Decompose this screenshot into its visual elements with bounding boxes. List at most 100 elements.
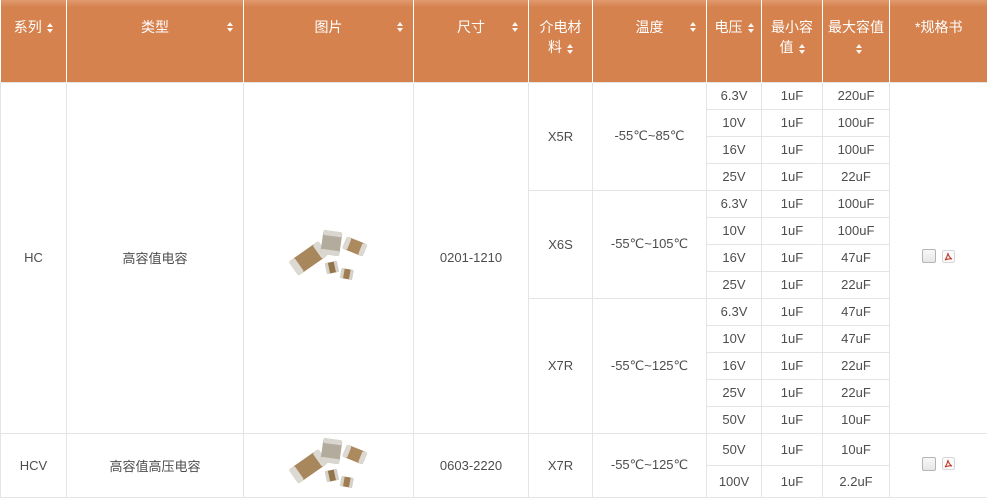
column-header-voltage[interactable]: 电压 (706, 0, 762, 82)
sort-icon[interactable] (798, 43, 805, 54)
min-capacitance-cell: 1uF (761, 189, 823, 218)
voltage-cell: 10V (706, 108, 762, 137)
voltage-cell: 16V (706, 243, 762, 272)
voltage-cell: 100V (706, 464, 762, 498)
pdf-icon[interactable] (942, 249, 955, 263)
table-row: 10V 1uF 100uF (1, 108, 987, 137)
table-header-row: 系列 类型 图片 尺寸 介电材料 温度 电压 最小容值 最大容值 *规格书 (0, 0, 987, 82)
size-cell: 0201-1210 (413, 81, 529, 434)
column-header-series[interactable]: 系列 (0, 0, 67, 82)
column-header-size[interactable]: 尺寸 (413, 0, 529, 82)
table-row: 25V 1uF 22uF (1, 162, 987, 191)
sort-icon[interactable] (855, 43, 862, 54)
capacitor-product-image (286, 436, 371, 495)
column-header-datasheet: *规格书 (889, 0, 987, 82)
table-row: HC 高容值电容 0201-1210 X5R -55℃~85℃ 6.3V 1uF 220uF (0, 81, 987, 434)
sort-icon[interactable] (397, 22, 403, 32)
temperature-range-cell: -55℃~125℃ (592, 297, 707, 434)
min-capacitance-cell: 1uF (761, 464, 823, 498)
min-capacitance-cell: 1uF (761, 135, 823, 164)
column-header-type[interactable]: 类型 (66, 0, 244, 82)
column-header-label: *规格书 (915, 19, 963, 35)
datasheet-checkbox[interactable] (922, 249, 936, 263)
datasheet-cell (889, 81, 987, 434)
min-capacitance-cell: 1uF (761, 162, 823, 191)
voltage-cell: 50V (706, 432, 762, 466)
datasheet-checkbox[interactable] (922, 456, 936, 471)
voltage-cell: 16V (706, 351, 762, 380)
temperature-range-cell: -55℃~125℃ (592, 432, 707, 498)
column-header-temperature[interactable]: 温度 (592, 0, 707, 82)
min-capacitance-cell: 1uF (761, 405, 823, 434)
voltage-cell: 25V (706, 162, 762, 191)
sort-icon[interactable] (512, 22, 518, 32)
max-capacitance-cell: 22uF (822, 270, 890, 299)
temperature-range-cell: -55℃~85℃ (592, 81, 707, 191)
max-capacitance-cell: 100uF (822, 135, 890, 164)
min-capacitance-cell: 1uF (761, 351, 823, 380)
column-header-min-capacitance[interactable]: 最小容值 (761, 0, 823, 82)
image-cell (243, 81, 414, 434)
dielectric-material-cell: X7R (528, 297, 593, 434)
table-row: 100V 1uF 2.2uF (1, 464, 987, 498)
column-header-label: 尺寸 (457, 19, 485, 35)
column-header-label: 温度 (635, 19, 664, 35)
voltage-cell: 6.3V (706, 297, 762, 326)
max-capacitance-cell: 2.2uF (822, 464, 890, 498)
table-row: 10V 1uF 47uF (1, 324, 987, 353)
min-capacitance-cell: 1uF (761, 81, 823, 110)
column-header-label: 类型 (141, 19, 169, 35)
min-capacitance-cell: 1uF (761, 216, 823, 245)
column-header-label: 介电材料 (539, 19, 582, 56)
min-capacitance-cell: 1uF (761, 243, 823, 272)
sort-icon[interactable] (227, 22, 233, 32)
table-row: 25V 1uF 22uF (1, 378, 987, 407)
max-capacitance-cell: 100uF (822, 216, 890, 245)
max-capacitance-cell: 22uF (822, 162, 890, 191)
voltage-cell: 10V (706, 216, 762, 245)
min-capacitance-cell: 1uF (761, 378, 823, 407)
datasheet-cell (889, 432, 987, 498)
max-capacitance-cell: 47uF (822, 243, 890, 272)
min-capacitance-cell: 1uF (761, 270, 823, 299)
series-cell: HCV (0, 432, 67, 498)
column-header-image[interactable]: 图片 (243, 0, 414, 82)
max-capacitance-cell: 22uF (822, 351, 890, 380)
capacitor-product-image (286, 228, 371, 287)
column-header-label: 电压 (714, 19, 743, 35)
max-capacitance-cell: 10uF (822, 432, 890, 466)
type-cell: 高容值电容 (66, 81, 244, 434)
min-capacitance-cell: 1uF (761, 324, 823, 353)
voltage-cell: 16V (706, 135, 762, 164)
column-header-max-capacitance[interactable]: 最大容值 (822, 0, 890, 82)
voltage-cell: 6.3V (706, 189, 762, 218)
column-header-label: 最大容值 (828, 19, 884, 35)
voltage-cell: 10V (706, 324, 762, 353)
table-row: X7R -55℃~125℃ 6.3V 1uF 47uF (1, 297, 987, 434)
sort-icon[interactable] (567, 43, 573, 54)
table-row: 50V 1uF 10uF (1, 405, 987, 434)
type-cell: 高容值高压电容 (66, 432, 244, 498)
sort-icon[interactable] (690, 22, 696, 32)
min-capacitance-cell: 1uF (761, 297, 823, 326)
voltage-cell: 6.3V (706, 81, 762, 110)
sort-icon[interactable] (46, 23, 53, 34)
dielectric-material-cell: X6S (528, 189, 593, 299)
table-row: 25V 1uF 22uF (1, 270, 987, 299)
column-header-label: 图片 (314, 19, 343, 35)
max-capacitance-cell: 100uF (822, 189, 890, 218)
column-header-label: 最小容值 (771, 19, 813, 56)
column-header-material[interactable]: 介电材料 (528, 0, 593, 82)
table-row: 10V 1uF 100uF (1, 216, 987, 245)
image-cell (243, 432, 414, 498)
sort-icon[interactable] (747, 23, 754, 34)
max-capacitance-cell: 22uF (822, 378, 890, 407)
max-capacitance-cell: 47uF (822, 324, 890, 353)
voltage-cell: 50V (706, 405, 762, 434)
series-cell: HC (0, 81, 67, 434)
temperature-range-cell: -55℃~105℃ (592, 189, 707, 299)
size-cell: 0603-2220 (413, 432, 529, 498)
voltage-cell: 25V (706, 378, 762, 407)
pdf-icon[interactable] (942, 457, 955, 470)
